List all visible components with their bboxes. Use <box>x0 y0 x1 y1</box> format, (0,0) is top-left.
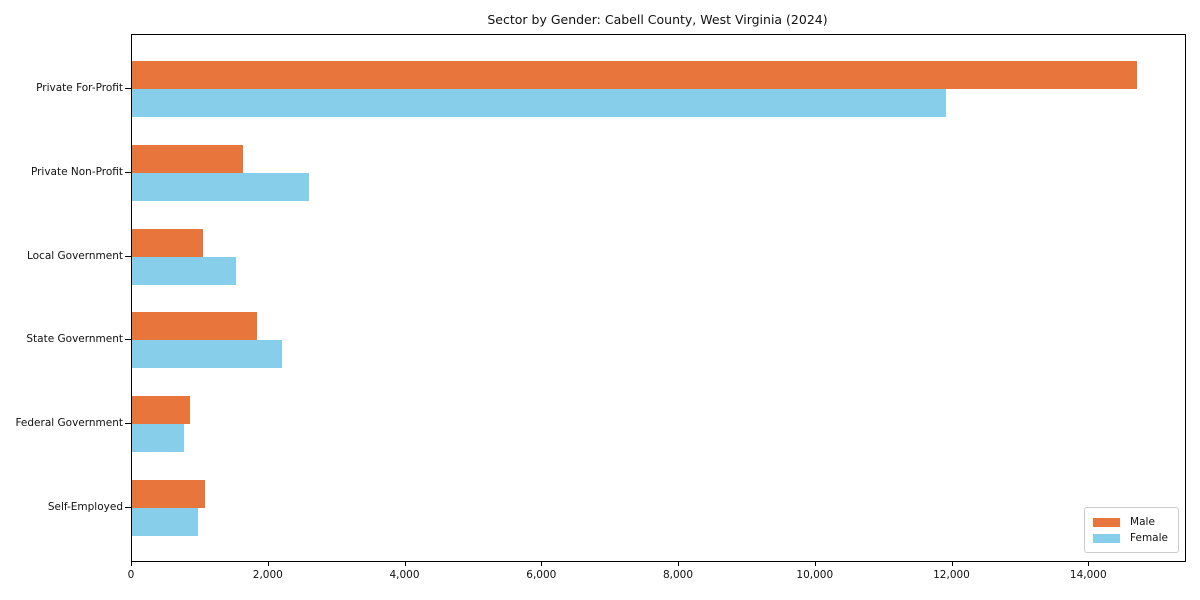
bar-male-federal-government <box>132 396 191 425</box>
legend-row-male: Male <box>1093 514 1168 530</box>
bar-female-local-government <box>132 256 236 285</box>
category-label-private-non-profit: Private Non-Profit <box>30 165 123 178</box>
bar-female-state-government <box>132 340 283 369</box>
x-tick-0 <box>131 561 132 566</box>
category-label-local-government: Local Government <box>26 249 123 262</box>
category-label-self-employed: Self-Employed <box>47 501 123 513</box>
legend-label-male: Male <box>1130 516 1155 528</box>
x-tick-label-14000: 14,000 <box>1069 569 1107 581</box>
y-tick-federal-government <box>125 423 131 425</box>
bar-female-private-for-profit <box>132 89 946 117</box>
x-tick-label-4000: 4,000 <box>389 569 420 581</box>
x-tick-12000 <box>951 561 953 566</box>
legend-swatch-male <box>1093 517 1121 527</box>
bar-male-self-employed <box>132 480 205 508</box>
x-tick-8000 <box>678 561 679 566</box>
chart-title: Sector by Gender: Cabell County, West Vi… <box>487 12 828 27</box>
y-tick-private-for-profit <box>125 88 131 89</box>
x-tick-label-10000: 10,000 <box>796 569 834 581</box>
bar-male-local-government <box>132 228 204 257</box>
bar-female-private-non-profit <box>132 172 310 201</box>
x-tick-label-8000: 8,000 <box>662 569 694 581</box>
bar-male-private-non-profit <box>132 144 243 173</box>
x-tick-4000 <box>404 561 406 566</box>
legend-swatch-female <box>1093 533 1121 543</box>
y-tick-self-employed <box>125 507 131 508</box>
legend-row-female: Female <box>1093 530 1168 546</box>
x-tick-label-12000: 12,000 <box>933 569 970 581</box>
x-tick-label-0: 0 <box>127 569 135 581</box>
bar-male-private-for-profit <box>132 61 1138 89</box>
bar-male-state-government <box>132 312 258 341</box>
x-tick-10000 <box>814 561 816 566</box>
category-label-private-for-profit: Private For-Profit <box>36 82 123 94</box>
category-label-state-government: State Government <box>26 333 123 346</box>
category-label-federal-government: Federal Government <box>15 417 123 430</box>
y-tick-state-government <box>125 339 131 341</box>
x-tick-label-6000: 6,000 <box>526 569 557 581</box>
x-tick-6000 <box>541 561 543 566</box>
plot-area: Male Female <box>131 34 1186 562</box>
x-tick-14000 <box>1088 561 1090 566</box>
bar-female-federal-government <box>132 424 184 453</box>
y-tick-private-non-profit <box>125 171 131 173</box>
y-tick-local-government <box>125 255 131 257</box>
x-tick-label-2000: 2,000 <box>252 569 283 581</box>
bar-female-self-employed <box>132 508 198 536</box>
legend: Male Female <box>1084 507 1179 553</box>
x-tick-2000 <box>267 561 269 566</box>
legend-label-female: Female <box>1130 532 1168 544</box>
